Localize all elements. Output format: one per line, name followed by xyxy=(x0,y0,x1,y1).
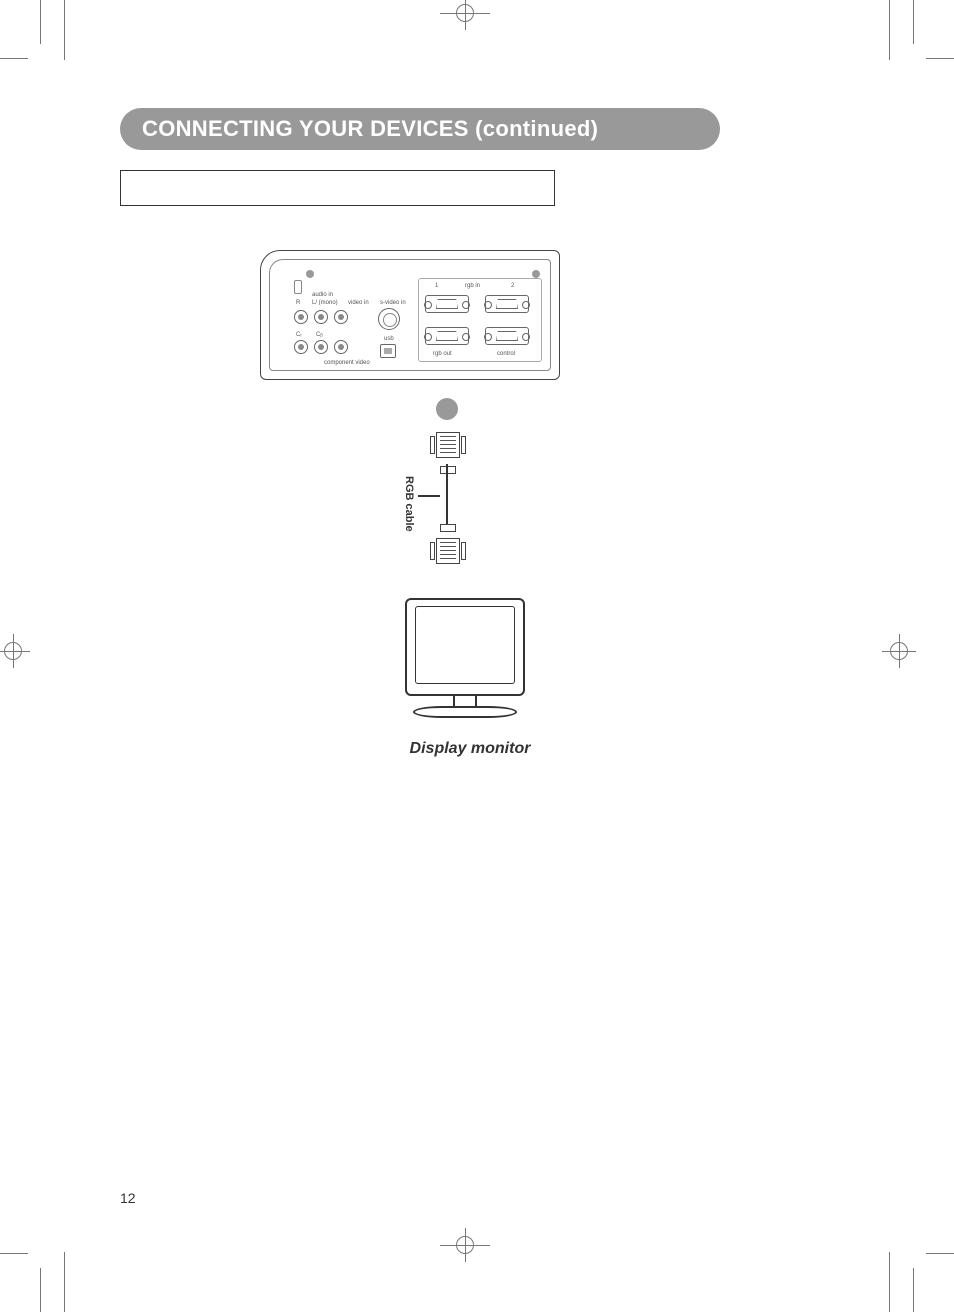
vga-connector-icon xyxy=(430,424,466,468)
page-number: 12 xyxy=(120,1190,136,1206)
port-label: Cᵣ xyxy=(296,332,302,338)
port-label: Cᵦ xyxy=(316,332,323,338)
screw-icon xyxy=(306,270,314,278)
registration-cross-icon xyxy=(13,634,14,668)
port-label: usb xyxy=(384,336,394,342)
crop-mark-icon xyxy=(64,0,65,60)
port-label: s-video in xyxy=(380,300,406,306)
vga-section: 1 rgb in 2 rgb out control xyxy=(418,278,542,362)
projector-rear-panel: audio in R L/ (mono) video in s-video in… xyxy=(260,250,560,380)
crop-mark-icon xyxy=(0,58,28,59)
crop-mark-icon xyxy=(889,1252,890,1312)
rca-jack-icon xyxy=(294,310,308,324)
registration-cross-icon xyxy=(0,651,30,652)
crop-mark-icon xyxy=(913,0,914,44)
vga-connector-icon xyxy=(430,530,466,574)
port-label: control xyxy=(497,351,515,357)
usb-port-icon xyxy=(380,344,396,358)
cable-endpoint-icon xyxy=(436,398,458,420)
vga-port-icon xyxy=(425,327,469,345)
kensington-slot-icon xyxy=(294,280,302,294)
label-leader-icon xyxy=(418,495,440,497)
registration-cross-icon xyxy=(899,634,900,668)
section-heading-text: CONNECTING YOUR DEVICES (continued) xyxy=(142,116,598,142)
vga-port-icon xyxy=(485,327,529,345)
panel-inner: audio in R L/ (mono) video in s-video in… xyxy=(269,259,551,371)
monitor-icon xyxy=(395,598,535,732)
rca-jack-icon xyxy=(294,340,308,354)
port-label: component video xyxy=(324,360,370,366)
rca-jack-icon xyxy=(334,310,348,324)
rca-jack-icon xyxy=(314,340,328,354)
rca-jack-icon xyxy=(314,310,328,324)
crop-mark-icon xyxy=(40,0,41,44)
cable-line-icon xyxy=(446,464,448,530)
section-heading: CONNECTING YOUR DEVICES (continued) xyxy=(120,108,720,150)
registration-cross-icon xyxy=(465,0,466,30)
crop-mark-icon xyxy=(889,0,890,60)
cable-label: RGB cable xyxy=(402,464,416,544)
port-label: rgb out xyxy=(433,351,452,357)
registration-cross-icon xyxy=(465,1228,466,1262)
crop-mark-icon xyxy=(64,1252,65,1312)
crop-mark-icon xyxy=(926,1253,954,1254)
vga-port-icon xyxy=(425,295,469,313)
port-label: 2 xyxy=(511,283,514,289)
port-label: audio in xyxy=(312,292,333,298)
crop-mark-icon xyxy=(926,58,954,59)
svideo-jack-icon xyxy=(378,308,400,330)
manual-page: CONNECTING YOUR DEVICES (continued) audi… xyxy=(0,0,954,1312)
port-label: L/ (mono) xyxy=(312,300,338,306)
crop-mark-icon xyxy=(913,1268,914,1312)
port-label: video in xyxy=(348,300,369,306)
port-label: rgb in xyxy=(465,283,480,289)
rca-jack-icon xyxy=(334,340,348,354)
crop-mark-icon xyxy=(40,1268,41,1312)
crop-mark-icon xyxy=(0,1253,28,1254)
screw-icon xyxy=(532,270,540,278)
port-label: R xyxy=(296,300,300,306)
port-label: 1 xyxy=(435,283,438,289)
monitor-label: Display monitor xyxy=(380,740,560,758)
vga-port-icon xyxy=(485,295,529,313)
subsection-box xyxy=(120,170,555,206)
